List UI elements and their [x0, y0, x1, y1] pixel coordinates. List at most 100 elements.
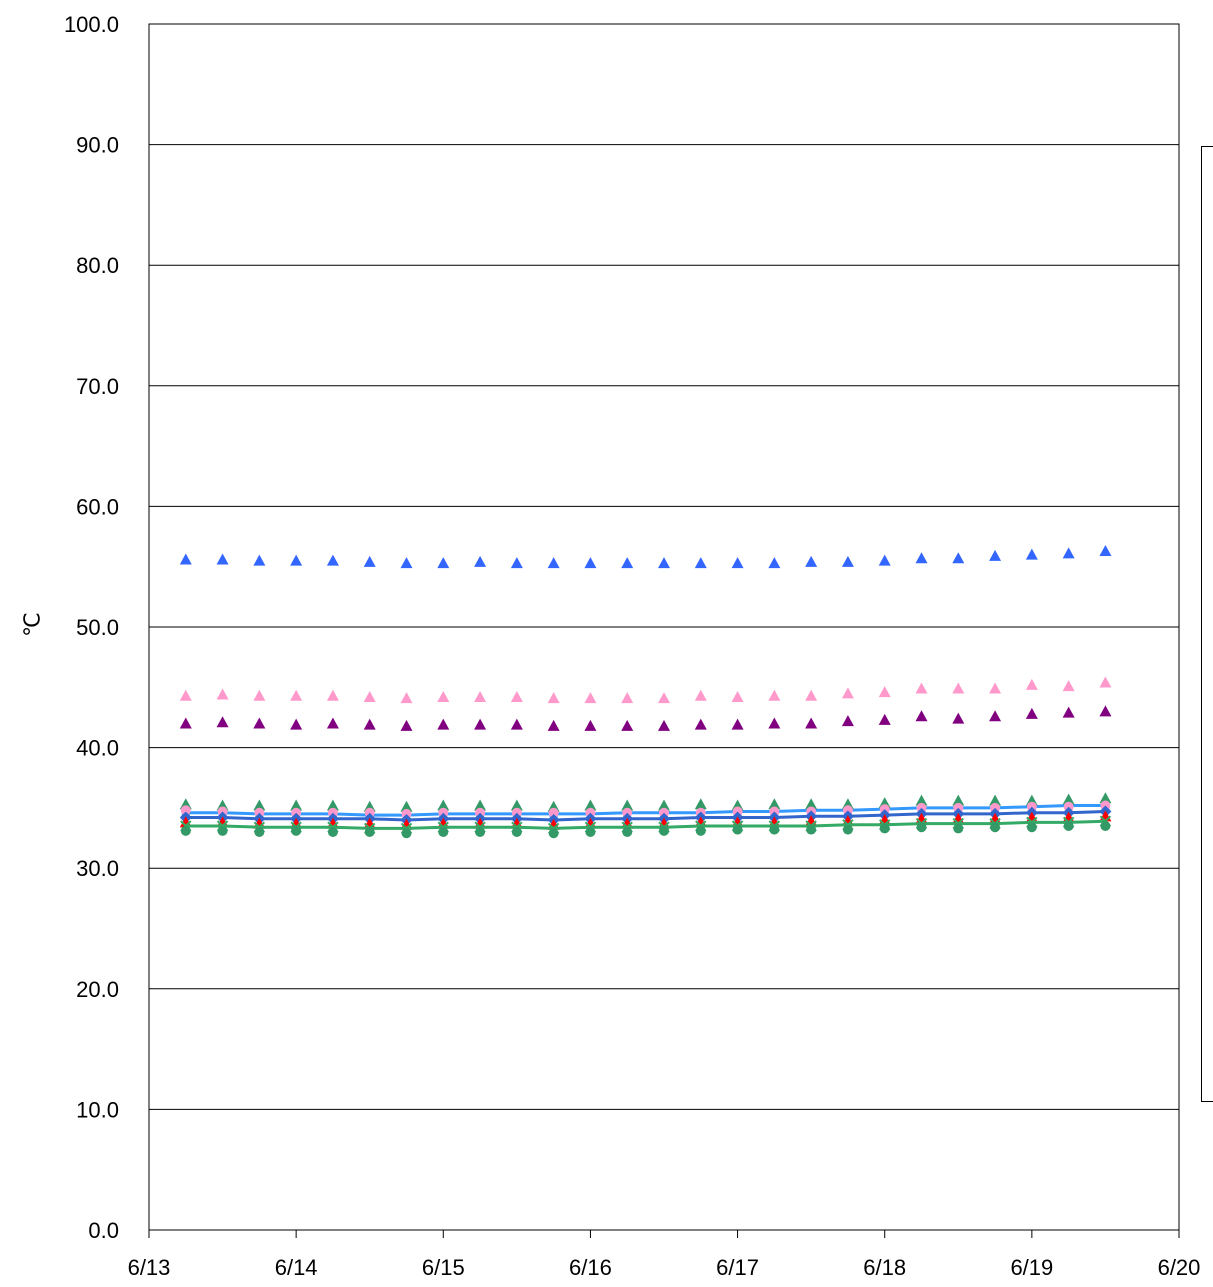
- data-point: [841, 715, 854, 727]
- data-point: [510, 799, 523, 811]
- data-point: [952, 552, 965, 564]
- data-point: [658, 719, 670, 731]
- data-point: [290, 689, 303, 701]
- data-point: [878, 554, 891, 566]
- data-point: [400, 719, 413, 731]
- data-point: [584, 799, 597, 811]
- data-point: [254, 807, 265, 818]
- data-point: [547, 692, 560, 704]
- x-tick-label: 6/13: [128, 1255, 171, 1280]
- data-point: [1062, 680, 1075, 692]
- data-point: [585, 807, 596, 818]
- data-point: [915, 552, 928, 564]
- data-point: [768, 557, 781, 569]
- data-point: [474, 718, 487, 730]
- y-tick-label: 10.0: [76, 1097, 119, 1122]
- data-point: [731, 718, 744, 730]
- data-point: [326, 554, 339, 566]
- series-4: [181, 801, 1110, 820]
- data-point: [915, 682, 928, 694]
- data-point: [658, 692, 670, 704]
- series-line: [185, 810, 1106, 822]
- data-point: [475, 807, 486, 818]
- y-tick-label: 70.0: [76, 374, 119, 399]
- data-point: [326, 689, 339, 701]
- data-point: [952, 682, 965, 694]
- data-point: [474, 690, 487, 702]
- data-point: [179, 689, 192, 701]
- data-point: [878, 686, 891, 698]
- series-2: [179, 676, 1112, 704]
- x-tick-label: 6/19: [1010, 1255, 1053, 1280]
- data-point: [621, 719, 634, 731]
- data-point: [584, 557, 597, 569]
- data-point: [621, 692, 634, 704]
- data-point: [180, 825, 191, 836]
- data-point: [510, 690, 523, 702]
- data-point: [511, 827, 522, 838]
- series-6: [180, 800, 1111, 819]
- data-point: [1100, 820, 1111, 831]
- data-point: [1099, 545, 1112, 557]
- data-point: [290, 718, 303, 730]
- data-point: [437, 718, 450, 730]
- data-point: [510, 718, 523, 730]
- data-point: [805, 798, 818, 810]
- data-point: [253, 689, 266, 701]
- data-point: [805, 555, 818, 567]
- data-point: [217, 806, 228, 817]
- x-tick-label: 6/16: [569, 1255, 612, 1280]
- data-point: [401, 808, 412, 819]
- data-point: [1099, 705, 1112, 717]
- data-point: [1026, 822, 1037, 833]
- data-point: [1025, 707, 1038, 719]
- data-point: [327, 807, 338, 818]
- data-point: [916, 802, 927, 813]
- data-point: [474, 555, 487, 567]
- y-tick-label: 100.0: [64, 12, 119, 37]
- data-point: [511, 807, 522, 818]
- data-point: [805, 689, 818, 701]
- x-axis-tick-labels: 6/13 6/14 6/15 6/16 6/17 6/18 6/19 6/20: [128, 1230, 1200, 1280]
- data-point: [659, 825, 669, 836]
- data-point: [842, 824, 853, 835]
- data-point: [622, 827, 633, 838]
- data-point: [732, 824, 743, 835]
- data-point: [842, 805, 853, 816]
- y-tick-label: 20.0: [76, 977, 119, 1002]
- data-point: [621, 557, 634, 569]
- data-point: [584, 692, 597, 704]
- data-point: [180, 805, 191, 816]
- data-point: [475, 827, 486, 838]
- data-point: [437, 557, 450, 569]
- series-line: [185, 819, 1106, 830]
- y-tick-label: 30.0: [76, 856, 119, 881]
- data-point: [438, 807, 449, 818]
- data-point: [989, 710, 1002, 722]
- data-point: [253, 717, 266, 729]
- x-tick-label: 6/18: [863, 1255, 906, 1280]
- data-point: [1026, 801, 1037, 812]
- data-point: [806, 824, 817, 835]
- data-point: [437, 799, 450, 811]
- data-point: [953, 802, 964, 813]
- data-point: [216, 716, 229, 728]
- data-point: [1062, 547, 1075, 559]
- x-tick-label: 6/14: [275, 1255, 318, 1280]
- y-tick-label: 0.0: [88, 1218, 119, 1243]
- data-point: [732, 806, 743, 817]
- series-line: [185, 804, 1106, 817]
- data-point: [915, 794, 928, 806]
- y-axis-label: ℃: [20, 612, 46, 637]
- data-point: [621, 799, 634, 811]
- data-point: [989, 682, 1002, 694]
- data-point: [841, 555, 854, 567]
- data-point: [584, 719, 597, 731]
- data-point: [879, 804, 890, 815]
- data-point: [400, 557, 413, 569]
- data-point: [989, 549, 1002, 561]
- data-point: [990, 822, 1001, 833]
- data-point: [548, 828, 559, 839]
- data-point: [769, 824, 780, 835]
